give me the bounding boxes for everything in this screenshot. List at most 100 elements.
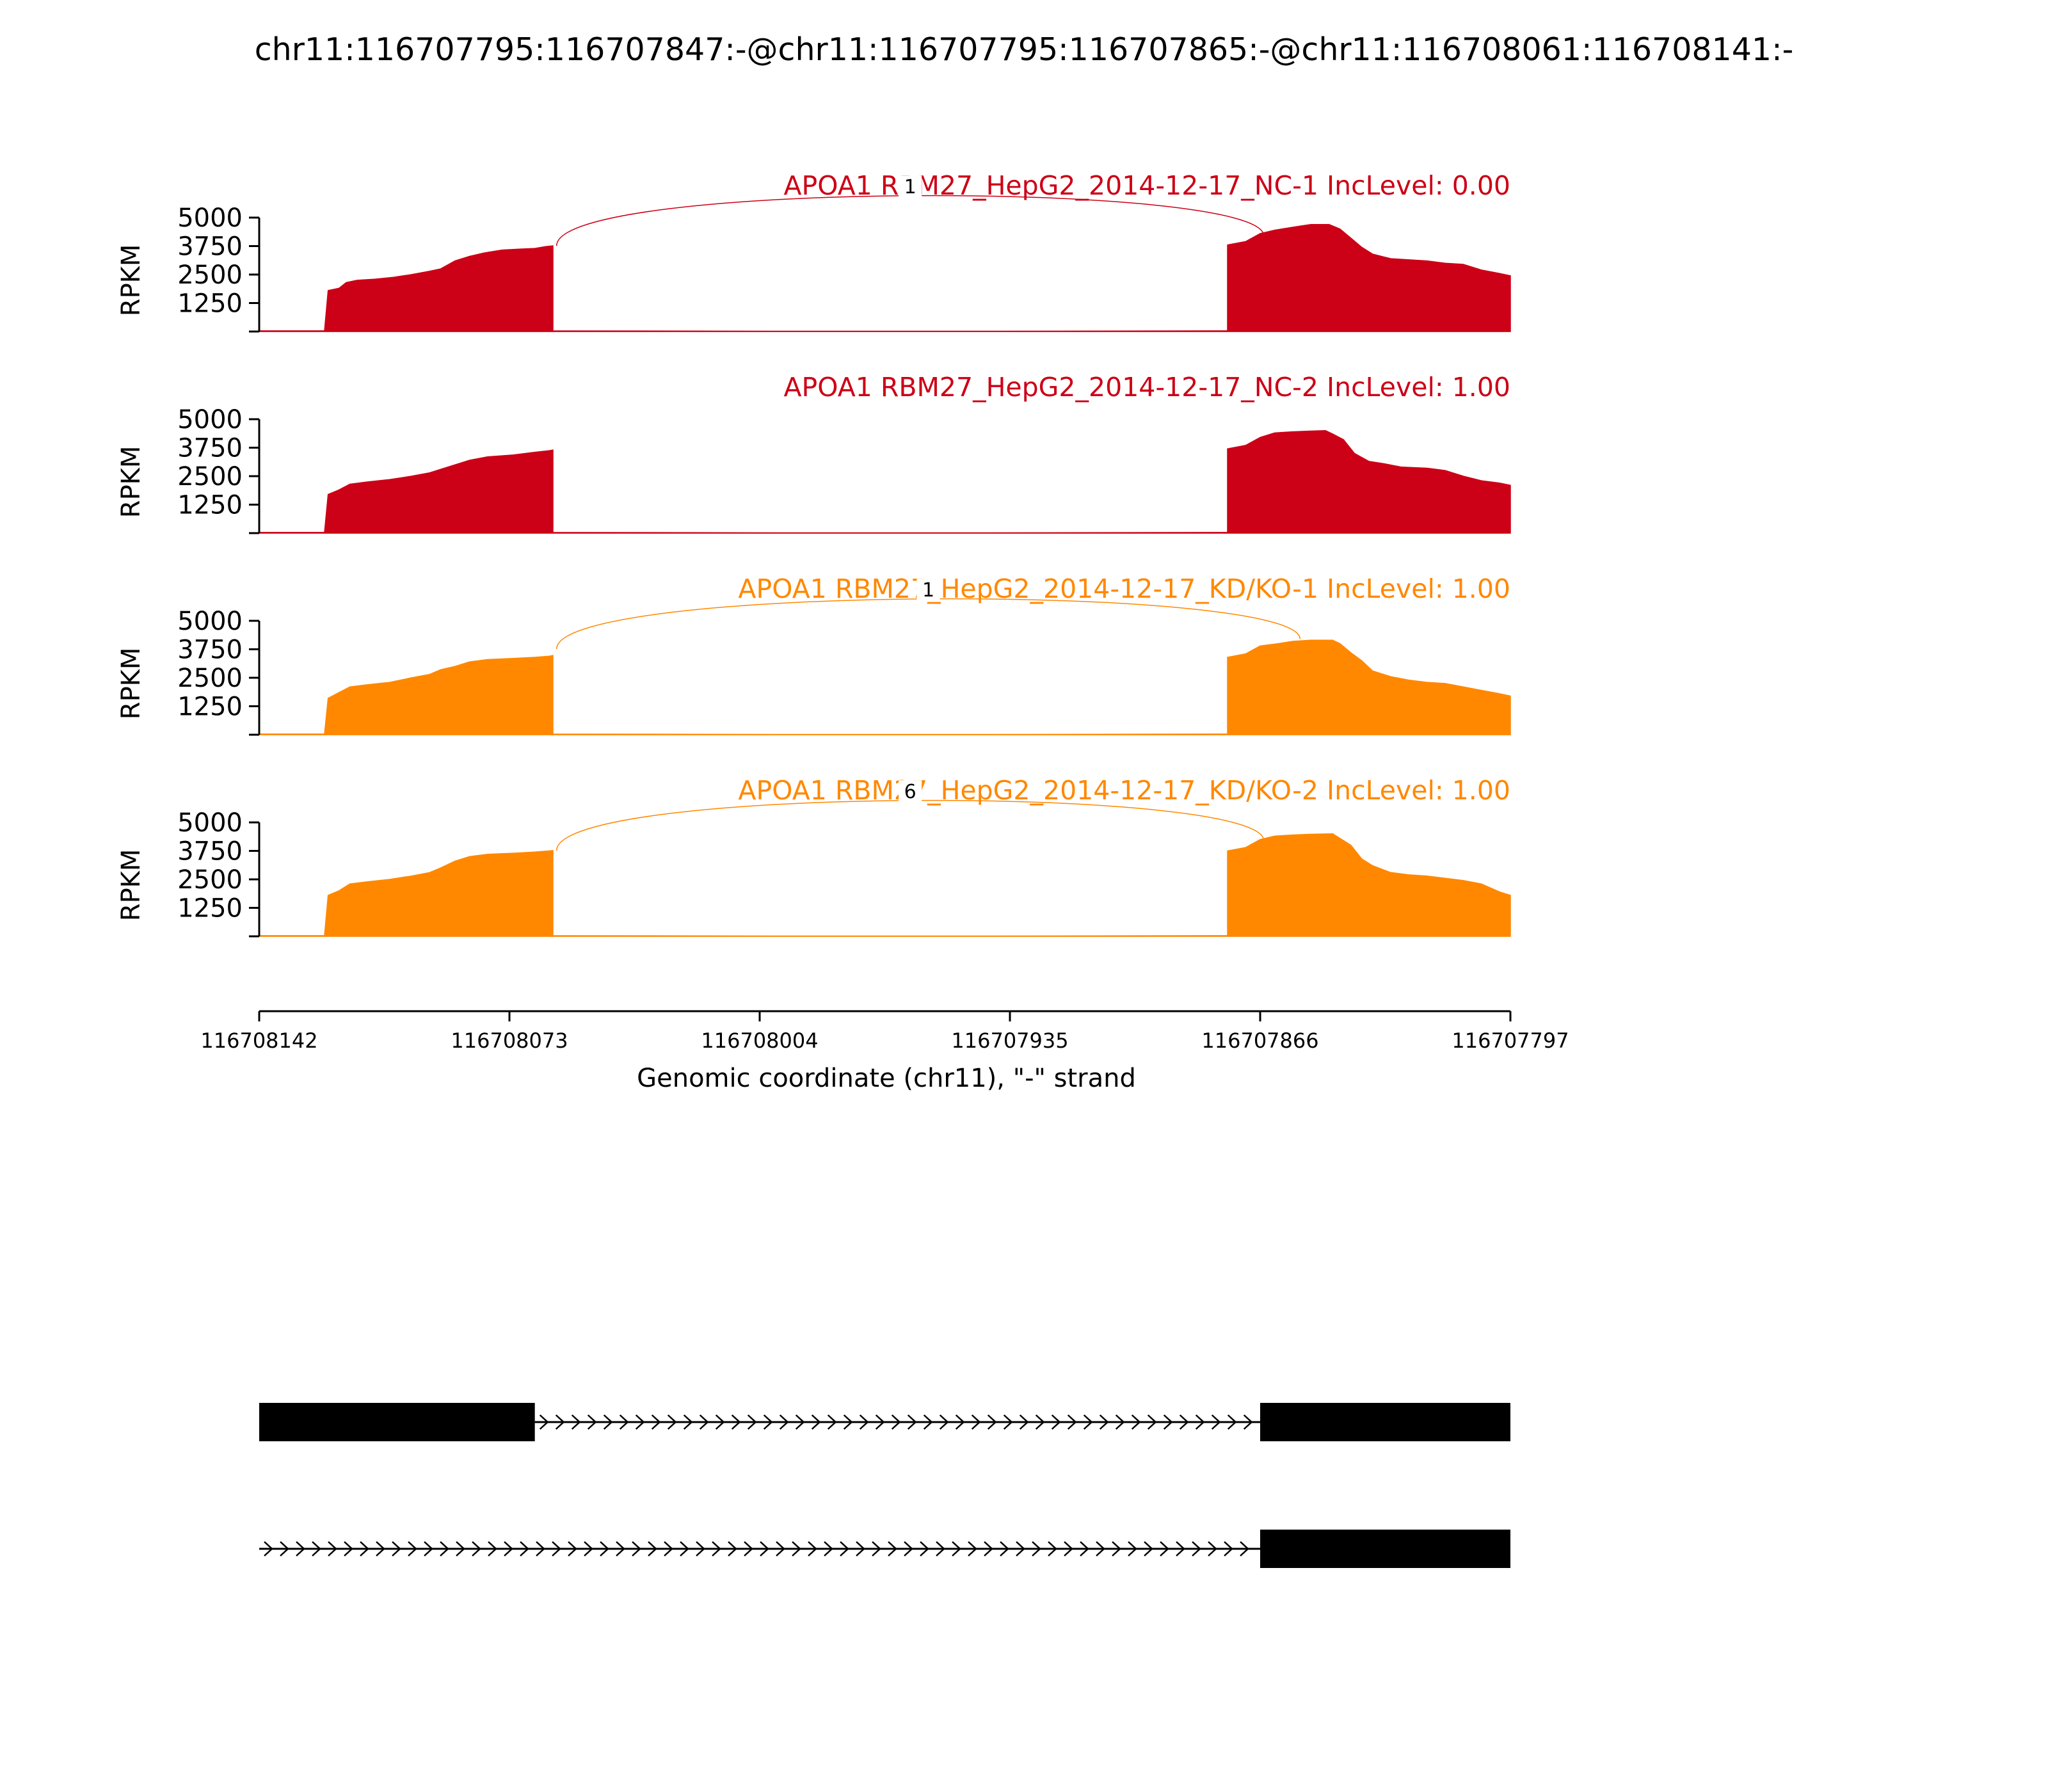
strand-arrow [504, 1541, 513, 1556]
y-tick-label: 3750 [177, 434, 243, 463]
strand-arrow [923, 1414, 933, 1430]
strand-arrow [1083, 1414, 1093, 1430]
strand-arrow [1032, 1541, 1041, 1556]
coverage-area [259, 223, 1511, 332]
coverage-area [259, 639, 1511, 735]
strand-arrow [1224, 1541, 1233, 1556]
strand-arrow [1067, 1414, 1077, 1430]
strand-arrow [840, 1541, 849, 1556]
junction-count-bg [899, 780, 922, 803]
strand-arrow [827, 1414, 837, 1430]
track-label: APOA1 RBM27_HepG2_2014-12-17_NC-2 IncLev… [783, 372, 1510, 403]
strand-arrow [552, 1541, 561, 1556]
strand-arrow [619, 1414, 629, 1430]
strand-arrow [1211, 1414, 1221, 1430]
strand-arrow [603, 1414, 613, 1430]
strand-arrow [1176, 1541, 1185, 1556]
junction-arc [556, 195, 1265, 246]
x-axis: Genomic coordinate (chr11), "-" strand 1… [200, 1010, 1569, 1093]
strand-arrow [872, 1541, 881, 1556]
y-tick-label: 2500 [177, 664, 243, 693]
strand-arrow [779, 1414, 789, 1430]
junction-arc [556, 598, 1301, 650]
strand-arrow [1016, 1541, 1025, 1556]
track-label: APOA1 RBM27_HepG2_2014-12-17_NC-1 IncLev… [783, 170, 1510, 201]
strand-arrow [811, 1414, 821, 1430]
x-tick-label: 116708073 [451, 1028, 568, 1053]
coverage-area [259, 430, 1511, 534]
strand-arrow [520, 1541, 529, 1556]
strand-arrow [1160, 1541, 1169, 1556]
strand-arrow [808, 1541, 817, 1556]
strand-arrow [648, 1541, 657, 1556]
strand-arrow [1195, 1414, 1205, 1430]
strand-arrow [952, 1541, 961, 1556]
y-tick-label: 2500 [177, 462, 243, 492]
strand-arrow [651, 1414, 661, 1430]
transcript-2 [259, 1530, 1510, 1568]
strand-arrow [744, 1541, 753, 1556]
strand-arrow [1131, 1414, 1141, 1430]
strand-arrow [776, 1541, 785, 1556]
strand-arrow [1243, 1414, 1253, 1430]
track-label: APOA1 RBM27_HepG2_2014-12-17_KD/KO-1 Inc… [738, 573, 1510, 604]
strand-arrow [824, 1541, 833, 1556]
strand-arrow [987, 1414, 997, 1430]
y-tick-label: 5000 [177, 808, 243, 838]
x-tick-label: 116707935 [951, 1028, 1068, 1053]
strand-arrow [408, 1541, 417, 1556]
y-tick-label: 1250 [177, 894, 243, 924]
strand-arrow [1035, 1414, 1045, 1430]
strand-arrow [1128, 1541, 1137, 1556]
x-tick-label: 116708004 [701, 1028, 818, 1053]
strand-arrow [760, 1541, 769, 1556]
strand-arrow [856, 1541, 865, 1556]
strand-arrow [536, 1541, 545, 1556]
strand-arrow [971, 1414, 981, 1430]
junction-count: 6 [904, 781, 916, 803]
y-tick-label: 1250 [177, 692, 243, 722]
y-tick-label: 1250 [177, 491, 243, 520]
strand-arrow [1144, 1541, 1153, 1556]
y-axis-label: RPKM [116, 446, 146, 518]
junction-arc [556, 799, 1265, 851]
x-tick-label: 116707866 [1201, 1028, 1318, 1053]
strand-arrow [539, 1414, 549, 1430]
strand-arrow [344, 1541, 353, 1556]
strand-arrow [667, 1414, 677, 1430]
y-tick-label: 2500 [177, 865, 243, 895]
strand-arrow [1064, 1541, 1073, 1556]
strand-arrow [795, 1414, 805, 1430]
strand-arrow [600, 1541, 609, 1556]
strand-arrow [680, 1541, 689, 1556]
strand-arrow [696, 1541, 705, 1556]
strand-arrow [1240, 1541, 1249, 1556]
strand-arrow [1112, 1541, 1121, 1556]
gene-model [259, 1403, 1510, 1568]
strand-arrow [731, 1414, 741, 1430]
strand-arrow [328, 1541, 337, 1556]
strand-arrow [1048, 1541, 1057, 1556]
strand-arrow [635, 1414, 645, 1430]
strand-arrow [571, 1414, 581, 1430]
strand-arrow [920, 1541, 929, 1556]
strand-arrow [907, 1414, 917, 1430]
strand-arrow [632, 1541, 641, 1556]
strand-arrow [568, 1541, 577, 1556]
strand-arrow [664, 1541, 673, 1556]
strand-arrow [488, 1541, 497, 1556]
junction-count-bg [916, 579, 940, 601]
strand-arrow [1019, 1414, 1029, 1430]
y-tick-label: 2500 [177, 260, 243, 290]
strand-arrow [939, 1414, 949, 1430]
strand-arrow [1080, 1541, 1089, 1556]
coverage-area [259, 833, 1511, 937]
strand-arrow [728, 1541, 737, 1556]
y-tick-label: 5000 [177, 204, 243, 233]
strand-arrow [616, 1541, 625, 1556]
